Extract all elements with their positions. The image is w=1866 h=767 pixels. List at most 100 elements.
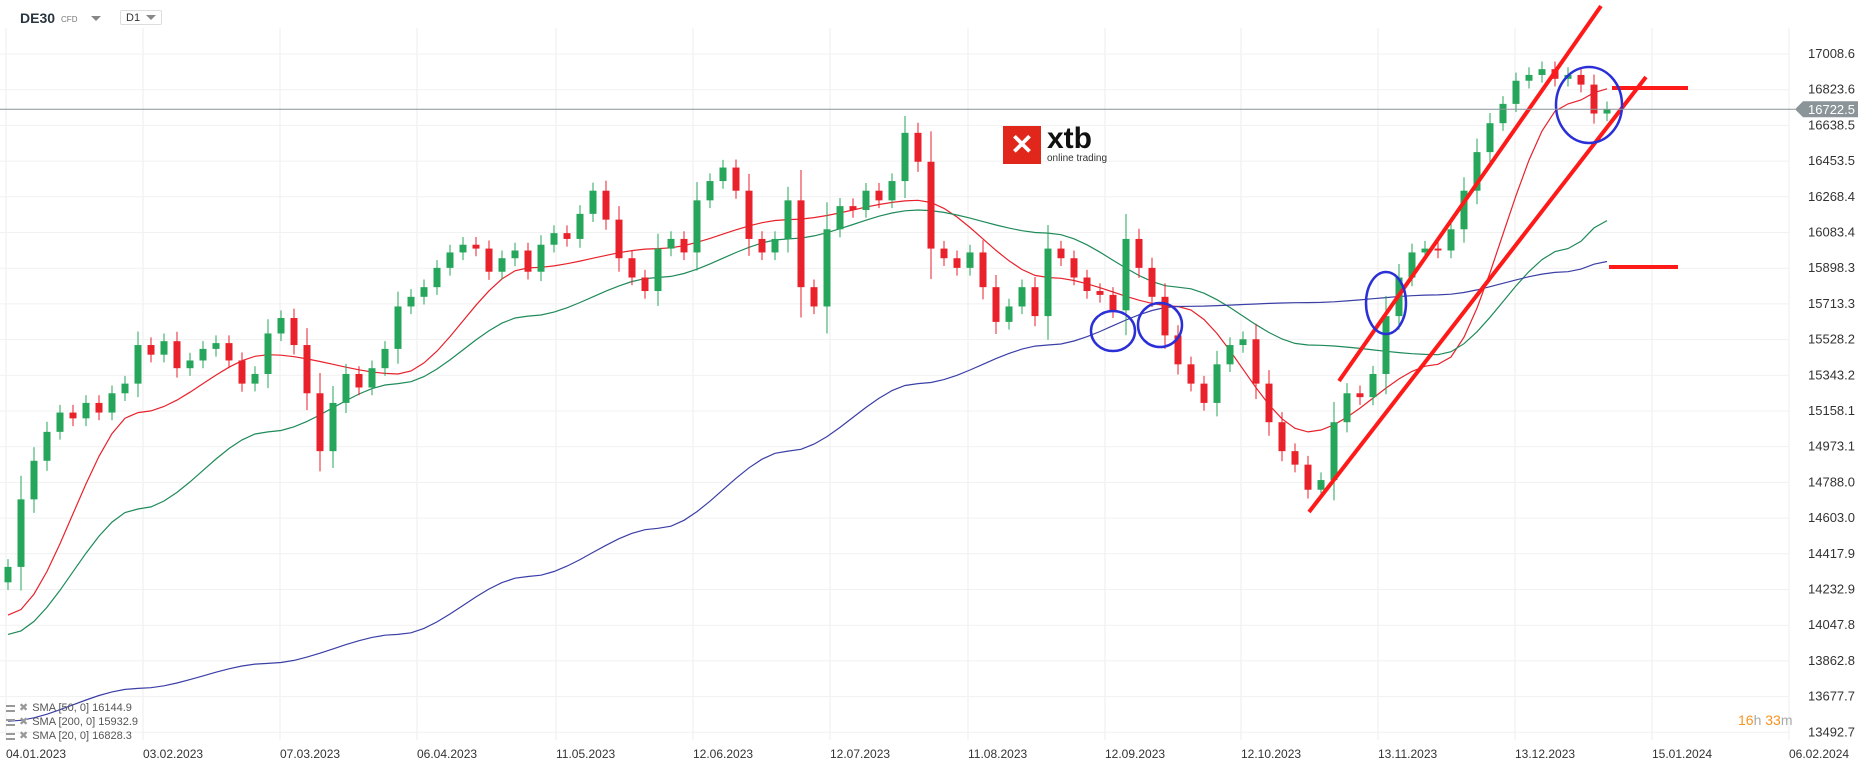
xtb-logo: ✕ xtb online trading — [1003, 124, 1108, 164]
candle — [1148, 257, 1156, 307]
candle — [615, 206, 623, 272]
candle — [225, 335, 233, 369]
candle-body — [654, 248, 662, 292]
candle — [4, 559, 12, 591]
y-tick-label: 16823.6 — [1808, 82, 1855, 97]
candle — [1473, 138, 1481, 205]
y-tick-label: 15713.3 — [1808, 296, 1855, 311]
candle — [589, 182, 597, 222]
candle-body — [511, 250, 519, 259]
highlight-circle — [1364, 270, 1408, 336]
candle-body — [381, 348, 389, 369]
candle-body — [953, 258, 961, 268]
candle — [1330, 401, 1338, 501]
legend-item: ✖ SMA [200, 0] 15932.9 — [6, 715, 138, 729]
candle-body — [693, 200, 701, 253]
settings-icon[interactable] — [6, 704, 15, 712]
candle-body — [1408, 252, 1416, 278]
candle-body — [1538, 69, 1546, 75]
candle — [810, 279, 818, 315]
symbol-name: DE30 — [20, 10, 56, 26]
candle-body — [212, 343, 220, 349]
candle — [30, 447, 38, 513]
candle-body — [1005, 306, 1013, 322]
candle-body — [862, 190, 870, 210]
y-tick-label: 15343.2 — [1808, 367, 1855, 382]
candle-body — [1096, 291, 1104, 295]
candle — [1577, 67, 1585, 93]
y-tick-label: 14417.9 — [1808, 546, 1855, 561]
candle — [147, 337, 155, 363]
candle — [1057, 240, 1065, 266]
candle — [160, 333, 168, 363]
y-tick-label: 14603.0 — [1808, 510, 1855, 525]
close-icon[interactable]: ✖ — [19, 702, 29, 714]
close-icon[interactable]: ✖ — [19, 716, 29, 728]
candle-body — [4, 566, 12, 583]
candle — [121, 375, 129, 401]
candle — [797, 169, 805, 318]
settings-icon[interactable] — [6, 732, 15, 740]
candle — [1200, 375, 1208, 411]
candle — [654, 233, 662, 306]
y-tick-label: 13862.8 — [1808, 653, 1855, 668]
close-icon[interactable]: ✖ — [19, 730, 29, 742]
candle — [368, 360, 376, 396]
timeframe-dropdown[interactable]: D1 — [120, 10, 162, 25]
candle — [823, 202, 831, 334]
symbol-selector[interactable]: DE30 CFD — [20, 10, 102, 26]
candle-body — [1590, 84, 1598, 114]
candle-body — [914, 132, 922, 162]
candle-timer: 16h 33m — [1738, 712, 1793, 728]
candle-body — [485, 248, 493, 272]
candle-body — [394, 306, 402, 349]
candle-body — [472, 244, 480, 249]
candle-body — [628, 258, 636, 278]
candle-body — [69, 412, 77, 419]
candle — [966, 244, 974, 276]
axes: 04.01.2023 03.02.2023 07.03.2023 06.04.2023… — [6, 46, 1855, 761]
candle — [1434, 240, 1442, 259]
timeframe-value: D1 — [126, 11, 141, 24]
candle-body — [1083, 277, 1091, 292]
candle — [719, 159, 727, 189]
candle-body — [1148, 267, 1156, 297]
candle-body — [173, 341, 181, 369]
candle — [602, 180, 610, 230]
highlight-circle — [1554, 65, 1624, 145]
logo-tagline: online trading — [1047, 153, 1108, 164]
candle — [459, 237, 467, 261]
candle — [472, 237, 480, 257]
candle-body — [108, 393, 116, 413]
candle-body — [1356, 393, 1364, 398]
candle-body — [836, 206, 844, 230]
candle-body — [602, 190, 610, 220]
candle — [316, 373, 324, 472]
logo-x-icon: ✕ — [1003, 125, 1041, 164]
candle-body — [823, 229, 831, 307]
legend-item: ✖ SMA [50, 0] 16144.9 — [6, 701, 138, 715]
chevron-down-icon[interactable] — [91, 15, 102, 21]
candle — [433, 260, 441, 295]
x-tick-label: 06.04.2023 — [417, 747, 477, 761]
candle-body — [1330, 422, 1338, 481]
candle — [784, 186, 792, 253]
candle — [1525, 67, 1533, 89]
y-tick-label: 15158.1 — [1808, 403, 1855, 418]
candle-body — [277, 318, 285, 334]
candle — [381, 341, 389, 376]
candle — [56, 404, 64, 440]
x-tick-label: 12.07.2023 — [830, 747, 890, 761]
y-tick-label: 13492.7 — [1808, 724, 1855, 739]
candle — [290, 308, 298, 355]
candle — [524, 242, 532, 280]
candle — [199, 341, 207, 369]
candle — [875, 182, 883, 209]
candle — [446, 244, 454, 276]
candle-body — [1577, 74, 1585, 85]
candle-body — [888, 181, 896, 201]
y-tick-label: 14973.1 — [1808, 439, 1855, 454]
sma-50-line — [7, 209, 1608, 635]
settings-icon[interactable] — [6, 718, 15, 726]
